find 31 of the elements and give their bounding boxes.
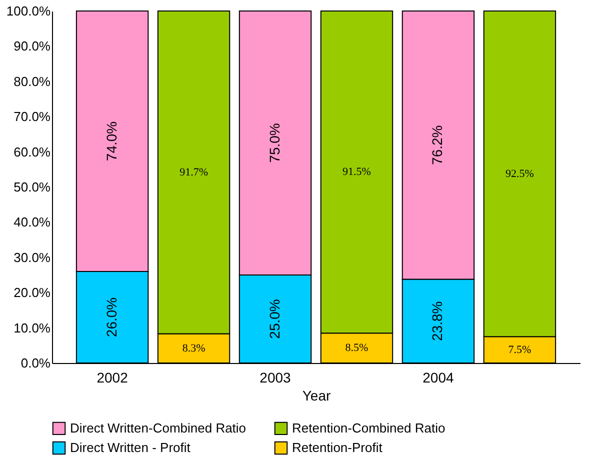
data-label: 76.2%	[429, 125, 446, 165]
data-label: 25.0%	[266, 299, 282, 339]
data-label: 8.3%	[182, 342, 206, 354]
data-label: 23.8%	[429, 301, 446, 341]
y-tick-label: 80.0%	[14, 74, 51, 89]
y-tick-label: 20.0%	[14, 285, 51, 300]
y-tick-label: 90.0%	[14, 38, 51, 54]
data-label: 91.7%	[180, 166, 208, 178]
legend-label: Direct Written - Profit	[70, 440, 191, 455]
y-tick-label: 50.0%	[14, 180, 51, 194]
x-tick-label: 2003	[260, 370, 292, 386]
y-tick-label: 100.0%	[6, 4, 51, 18]
x-axis-title: Year	[302, 388, 331, 404]
y-tick-label: 0.0%	[20, 356, 51, 370]
data-label: 8.5%	[345, 342, 368, 354]
x-tick-label: 2002	[96, 370, 128, 386]
data-label: 75.0%	[266, 123, 282, 163]
y-tick-label: 40.0%	[14, 214, 51, 230]
y-tick-label: 30.0%	[14, 250, 51, 265]
y-tick-label: 10.0%	[14, 320, 51, 336]
legend-label: Direct Written-Combined Ratio	[70, 420, 246, 436]
legend-label: Retention-Profit	[292, 440, 383, 455]
legend-label: Retention-Combined Ratio	[292, 420, 446, 436]
y-tick-label: 60.0%	[14, 144, 51, 160]
data-label: 26.0%	[103, 297, 120, 338]
data-label: 7.5%	[508, 344, 532, 356]
data-label: 91.5%	[342, 166, 371, 178]
x-tick-label: 2004	[422, 370, 454, 386]
y-tick-label: 70.0%	[14, 109, 51, 124]
data-label: 92.5%	[505, 168, 534, 180]
data-label: 74.0%	[103, 121, 120, 162]
